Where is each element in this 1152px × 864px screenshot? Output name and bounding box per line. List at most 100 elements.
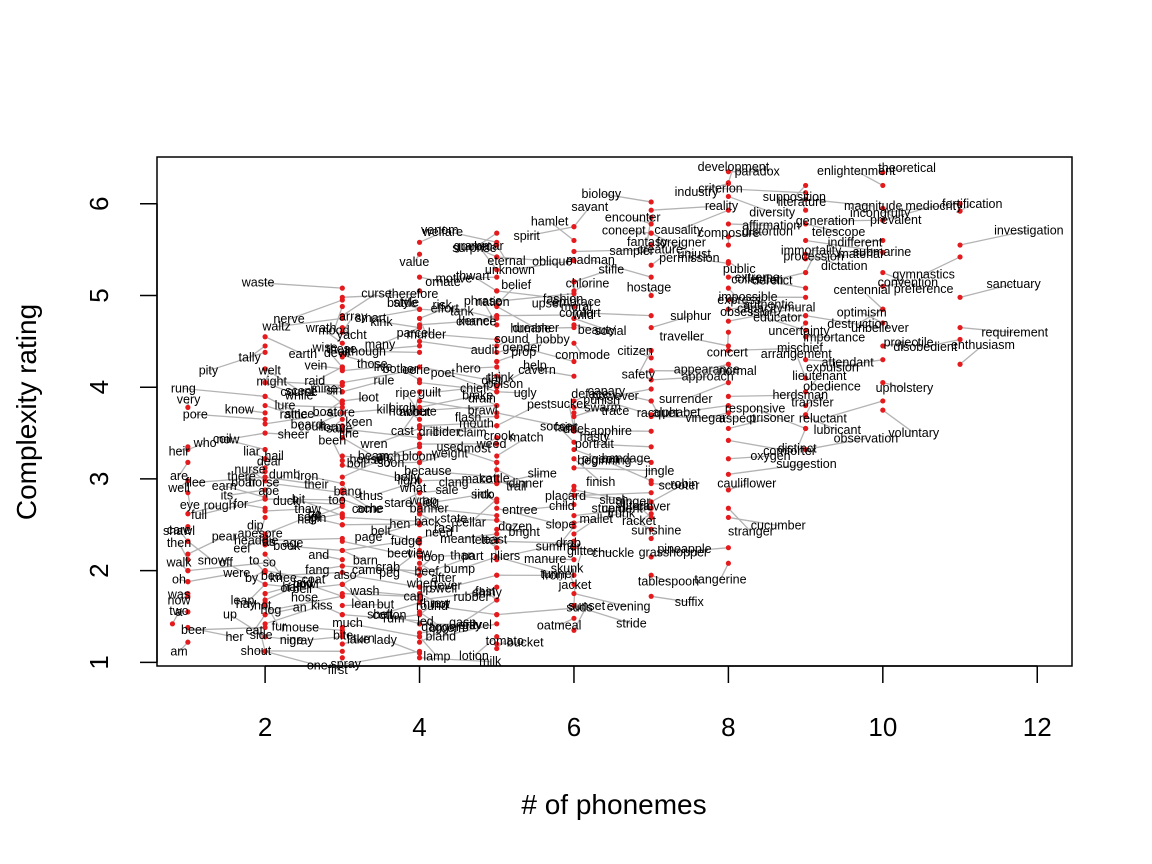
word-label: alphabet — [653, 406, 701, 420]
word-label: most — [464, 441, 492, 455]
word-label: waste — [241, 276, 275, 290]
y-tick-label: 5 — [84, 288, 114, 302]
word-label: knee — [270, 571, 297, 585]
connector-line — [634, 350, 652, 359]
data-point — [416, 274, 423, 280]
connector-line — [650, 483, 685, 503]
connector-line — [496, 480, 517, 488]
word-label: causality — [654, 223, 703, 237]
connector-line — [573, 547, 614, 554]
connector-line — [208, 351, 266, 372]
data-point — [725, 545, 731, 551]
word-label: generation — [796, 214, 855, 228]
data-point — [416, 444, 423, 450]
connector-line — [419, 366, 492, 382]
data-point — [725, 487, 731, 493]
connector-line — [727, 287, 740, 301]
connector-line — [825, 219, 883, 222]
word-label: cucumber — [751, 519, 806, 533]
word-label: lotion — [459, 649, 489, 663]
word-label: observation — [834, 432, 899, 446]
connector-line — [882, 167, 908, 174]
data-point — [262, 634, 268, 640]
word-label: encounter — [605, 211, 661, 225]
connector-line — [573, 393, 591, 402]
word-label: tunnel — [540, 567, 574, 581]
word-label: save — [326, 422, 352, 436]
data-point — [262, 648, 268, 654]
data-point — [494, 597, 500, 603]
word-label: its — [221, 489, 234, 503]
data-point — [494, 254, 500, 260]
word-label: now — [168, 593, 192, 607]
word-label: unbeliever — [851, 321, 909, 335]
word-label: jingle — [644, 464, 674, 478]
connector-line — [549, 220, 575, 241]
word-label: mural — [784, 300, 815, 314]
data-point — [339, 602, 345, 609]
word-label: fur — [272, 620, 287, 634]
data-point — [648, 398, 654, 404]
word-label: rubber — [454, 590, 490, 604]
connector-line — [249, 468, 266, 482]
data-point — [494, 621, 500, 627]
connector-line — [187, 561, 270, 572]
data-point — [880, 320, 886, 326]
word-label: extreme — [735, 271, 780, 285]
word-label: aspect — [719, 411, 756, 425]
data-point — [803, 313, 809, 319]
word-label: tally — [239, 350, 262, 364]
word-label: poet — [431, 366, 456, 380]
word-label: house — [350, 453, 384, 467]
data-point — [416, 540, 423, 546]
word-label: swell — [429, 582, 457, 596]
connector-line — [226, 489, 266, 497]
data-point — [494, 274, 500, 280]
word-label: audit — [471, 343, 499, 357]
data-point — [571, 627, 577, 633]
connector-line — [389, 614, 420, 625]
word-label: bell — [293, 582, 312, 596]
word-label: weight — [431, 447, 469, 461]
data-point — [494, 358, 500, 365]
word-label: nurse — [234, 462, 265, 476]
word-label: part — [462, 549, 484, 563]
connector-line — [854, 239, 883, 244]
data-point — [262, 402, 268, 409]
connector-line — [419, 425, 473, 433]
connector-line — [265, 583, 293, 588]
data-point — [494, 517, 500, 523]
word-label: led — [417, 614, 434, 628]
connector-line — [419, 627, 448, 643]
word-label: cavern — [518, 363, 556, 377]
connector-line — [689, 257, 729, 265]
connector-line — [362, 350, 420, 353]
connector-line — [187, 572, 237, 583]
connector-line — [476, 437, 498, 450]
word-label: affirmation — [742, 219, 800, 233]
word-label: dumb — [269, 468, 300, 482]
word-label: an — [293, 600, 307, 614]
data-point — [339, 634, 345, 640]
word-label: many — [365, 338, 396, 352]
connector-line — [439, 229, 497, 243]
connector-line — [263, 481, 343, 494]
word-label: criterion — [698, 182, 743, 196]
connector-line — [264, 368, 301, 392]
x-tick-label: 12 — [1023, 712, 1052, 742]
word-label: wrath — [305, 321, 337, 335]
word-label: claim — [458, 425, 487, 439]
word-label: shiny — [473, 585, 503, 599]
word-label: gymnastics — [892, 267, 955, 281]
connector-line — [468, 415, 497, 419]
connector-line — [573, 604, 632, 625]
data-point — [803, 182, 809, 189]
data-point — [416, 364, 423, 370]
data-point — [494, 474, 500, 480]
word-label: boat — [313, 405, 338, 419]
connector-line — [406, 476, 421, 494]
connector-line — [496, 361, 502, 378]
connector-line — [482, 300, 498, 326]
word-label: into — [474, 488, 494, 502]
word-label: shell — [367, 608, 393, 622]
